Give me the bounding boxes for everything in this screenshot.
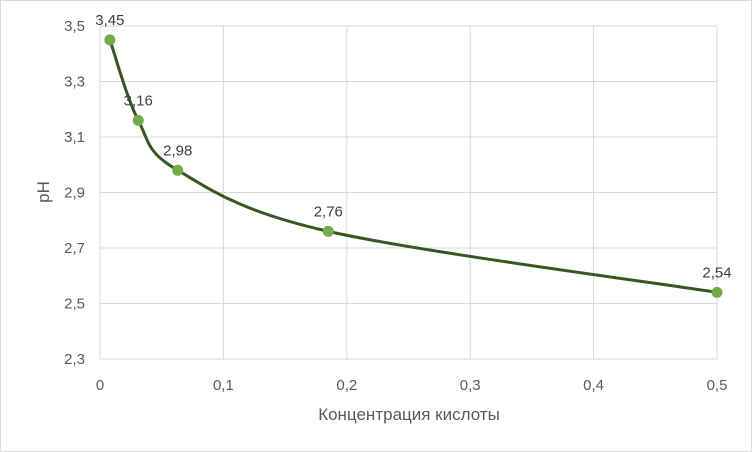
data-label: 3,45 [95,12,124,29]
y-tick-label: 2,9 [64,185,85,202]
gridlines [99,25,718,360]
tick-labels: 2,3 2,5 2,7 2,9 3,1 3,3 3,5 0 0,1 0,2 0,3 0,4 0,5 [64,18,727,394]
data-label: 3,16 [124,92,153,109]
x-tick-label: 0,4 [583,377,604,394]
data-point [322,225,334,237]
x-tick-label: 0,5 [707,377,728,394]
data-label: 2,54 [702,264,731,281]
y-axis-title: pH [34,181,53,203]
x-tick-label: 0 [96,377,104,394]
y-tick-label: 3,1 [64,129,85,146]
data-point [172,164,184,176]
trend-line [108,39,718,294]
y-tick-label: 2,5 [64,296,85,313]
x-tick-label: 0,2 [336,377,357,394]
data-points [104,34,723,298]
data-point [711,286,723,298]
x-tick-label: 0,3 [460,377,481,394]
data-point [132,114,144,126]
x-tick-label: 0,1 [213,377,234,394]
data-label: 2,76 [314,203,343,220]
x-axis-title: Концентрация кислоты [318,405,500,424]
data-point [104,34,116,46]
y-tick-label: 2,3 [64,351,85,368]
data-labels: 3,45 3,16 2,98 2,76 2,54 [95,12,731,282]
y-tick-label: 2,7 [64,240,85,257]
y-tick-label: 3,3 [64,74,85,91]
data-label: 2,98 [163,142,192,159]
y-tick-label: 3,5 [64,18,85,35]
